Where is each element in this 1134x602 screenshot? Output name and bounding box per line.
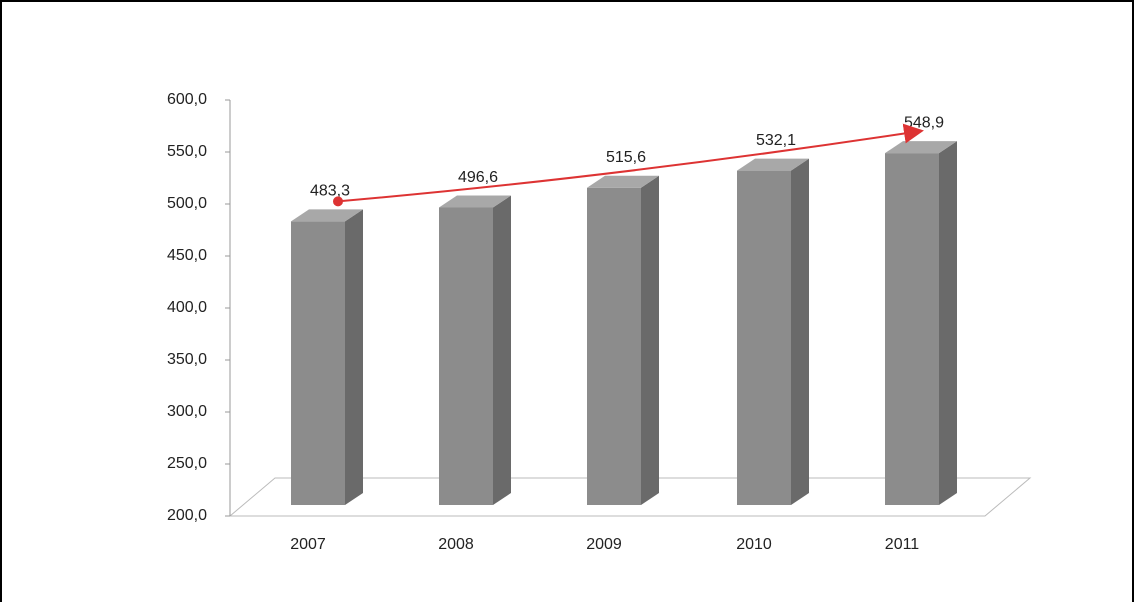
bar <box>885 141 957 505</box>
bar-face <box>493 196 511 505</box>
bar-face <box>587 188 641 505</box>
y-tick-label: 600,0 <box>167 91 207 108</box>
bar <box>291 209 363 505</box>
bar-face <box>791 159 809 505</box>
x-tick-label: 2009 <box>586 536 622 553</box>
y-tick-label: 500,0 <box>167 195 207 212</box>
value-label: 532,1 <box>756 132 796 149</box>
x-tick-label: 2010 <box>736 536 772 553</box>
value-label: 496,6 <box>458 169 498 186</box>
bar <box>587 176 659 505</box>
bar <box>737 159 809 505</box>
y-tick-label: 300,0 <box>167 403 207 420</box>
value-label: 483,3 <box>310 183 350 200</box>
bar-face <box>737 171 791 505</box>
bar-face <box>641 176 659 505</box>
y-tick-label: 400,0 <box>167 299 207 316</box>
trend-start <box>333 196 343 206</box>
chart: 200,0 250,0 300,0 350,0 400,0 450,0 500,0 550,0… <box>0 0 1134 602</box>
x-tick-label: 2008 <box>438 536 474 553</box>
y-tick-label: 550,0 <box>167 143 207 160</box>
y-tick-label: 250,0 <box>167 455 207 472</box>
bar <box>439 196 511 505</box>
y-tick-label: 450,0 <box>167 247 207 264</box>
value-label: 515,6 <box>606 149 646 166</box>
x-tick-label: 2007 <box>290 536 326 553</box>
bar-face <box>291 221 345 505</box>
y-tick-label: 350,0 <box>167 351 207 368</box>
y-tick-label: 200,0 <box>167 507 207 524</box>
value-label: 548,9 <box>904 114 944 131</box>
x-tick-label: 2011 <box>885 536 920 553</box>
bar-face <box>885 153 939 505</box>
bar-face <box>439 208 493 505</box>
bar-face <box>345 209 363 505</box>
bar-face <box>939 141 957 505</box>
